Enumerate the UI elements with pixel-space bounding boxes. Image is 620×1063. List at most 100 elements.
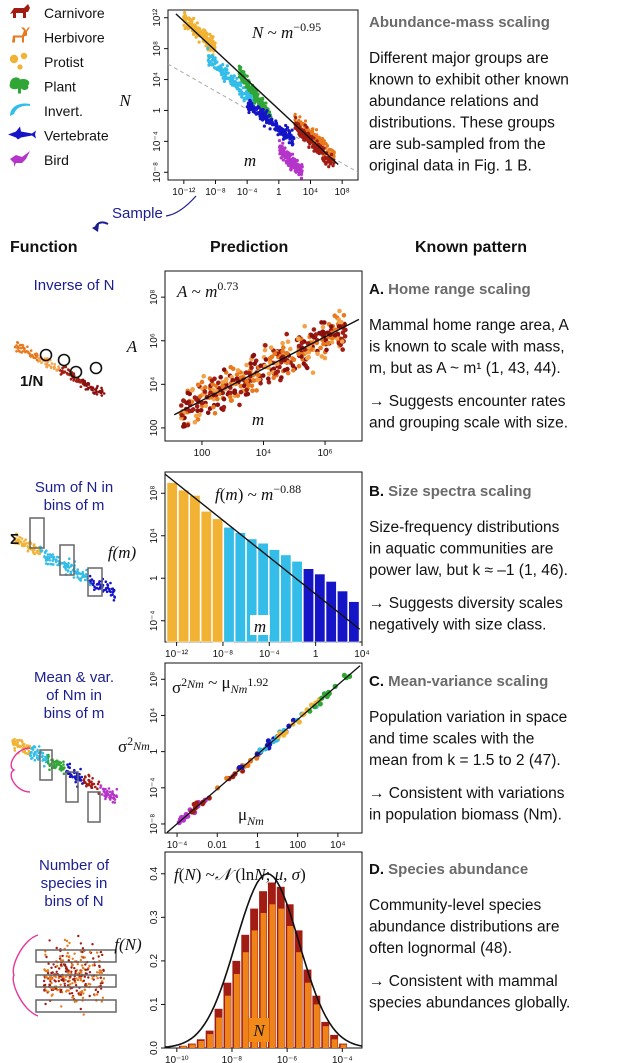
pattern-title-text: Species abundance: [388, 861, 528, 878]
x-tick-label: 100: [289, 840, 306, 851]
thumbnail-point: [55, 970, 58, 973]
legend-label: Protist: [44, 54, 84, 70]
data-point: [284, 123, 288, 128]
pattern-arrow-line: → Suggests diversity scales: [369, 595, 563, 612]
thumbnail-point: [79, 978, 83, 982]
data-point: [186, 27, 190, 31]
data-point: [245, 391, 251, 397]
data-point: [244, 378, 250, 384]
data-point: [282, 150, 286, 155]
data-point: [291, 152, 295, 156]
thumbnail-point: [112, 796, 115, 800]
data-point: [189, 408, 195, 414]
equation-part: (ln: [235, 865, 254, 884]
thumbnail-point: [29, 349, 33, 352]
thumbnail-point: [81, 966, 85, 970]
data-point: [263, 111, 267, 116]
thumbnail-point: [71, 996, 74, 999]
thumbnail-point: [79, 381, 83, 384]
data-point: [248, 361, 253, 366]
y-tick-label: 1: [149, 748, 160, 754]
data-point: [211, 387, 216, 393]
histogram-bar: [212, 518, 224, 643]
thumbnail-point: [51, 987, 55, 990]
thumbnail-point: [56, 555, 59, 559]
data-point: [197, 40, 201, 44]
histogram-bar: [178, 489, 190, 643]
thumbnail-point: [69, 975, 72, 978]
thumbnail-point: [62, 768, 65, 771]
thumbnail-point: [55, 946, 58, 950]
chart-d: 10⁻¹⁰ 10⁻⁸ 10⁻⁶ 10⁻⁴ 0.0 0.1 0.2 0.3 0.4 f(N) ~𝒩 …: [114, 865, 363, 1063]
histogram-bar: [166, 482, 178, 643]
thumbnail-point: [88, 583, 92, 587]
thumbnail-point: [104, 588, 108, 591]
data-point: [272, 351, 278, 357]
pattern-body-line: m, but as A ~ m¹ (1, 43, 44).: [369, 360, 561, 377]
histogram-bar-orange: [296, 952, 302, 1048]
thumbnail-point: [26, 345, 29, 349]
equation-part: m: [281, 23, 293, 42]
data-point: [227, 394, 233, 400]
pattern-letter: A.: [369, 281, 388, 298]
histogram-bar: [325, 581, 337, 643]
data-point: [315, 139, 319, 143]
data-point: [197, 27, 201, 31]
thumbnail-point: [69, 377, 73, 381]
thumbnail-point: [79, 767, 82, 771]
thumbnail-point: [81, 575, 85, 578]
data-point: [312, 136, 316, 140]
data-point: [224, 67, 228, 71]
thumbnail-point: [73, 952, 76, 955]
thumbnail-point: [57, 976, 60, 980]
histogram-bar-orange: [313, 1004, 320, 1048]
pattern-body-line: Size-frequency distributions: [369, 519, 560, 536]
data-point: [193, 23, 197, 27]
pattern-body-line: often lognormal (48).: [369, 940, 512, 957]
thumbnail-point: [105, 794, 108, 798]
data-point: [245, 91, 249, 95]
thumbnail-point: [44, 558, 48, 561]
data-point: [284, 156, 288, 160]
thumbnail-c: [10, 737, 119, 823]
thumbnail-point: [92, 782, 96, 786]
thumbnail-point: [26, 549, 30, 553]
equation-part: ) ~: [238, 485, 261, 504]
thumbnail-point: [109, 581, 112, 585]
data-point: [208, 48, 212, 52]
data-point: [285, 366, 290, 372]
pattern-letter: C.: [369, 673, 388, 690]
data-point: [316, 146, 320, 151]
thumbnail-point: [20, 537, 24, 540]
equation-d: f(N) ~𝒩 (lnN; μ, σ): [174, 865, 306, 884]
data-point: [239, 88, 243, 92]
pattern-arrow-line: → Suggests encounter rates: [369, 393, 566, 410]
data-point: [185, 390, 191, 396]
data-point: [337, 308, 342, 314]
data-point: [230, 366, 236, 372]
thumbnail-point: [65, 563, 68, 567]
thumbnail-point: [34, 356, 37, 360]
data-point: [234, 372, 240, 378]
function-label: Inverse of N: [34, 277, 115, 294]
thumbnail-point: [80, 964, 84, 967]
legend-label: Invert.: [44, 103, 83, 119]
data-point: [303, 123, 307, 127]
thumbnail-point: [77, 992, 80, 995]
header-function: Function: [10, 239, 78, 256]
thumbnail-point: [99, 784, 103, 787]
thumbnail-point: [34, 354, 38, 358]
data-point: [230, 774, 236, 780]
thumbnail-point: [93, 588, 96, 591]
column-headers: Function Prediction Known pattern: [10, 239, 527, 256]
thumbnail-point: [18, 343, 22, 347]
thumbnail-point: [83, 775, 87, 778]
thumbnail-point: [74, 981, 77, 984]
legend-label: Carnivore: [44, 5, 105, 21]
thumbnail-point: [80, 775, 84, 779]
thumbnail-point: [84, 573, 88, 576]
thumbnail-point: [54, 560, 58, 564]
data-point: [203, 403, 208, 409]
thumbnail-point: [69, 987, 72, 990]
